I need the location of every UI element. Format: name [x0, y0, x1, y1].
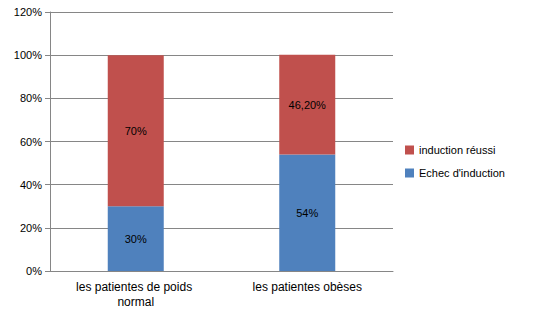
svg-text:les patientes obèses: les patientes obèses [253, 280, 362, 294]
svg-text:70%: 70% [125, 125, 147, 137]
svg-text:0%: 0% [26, 265, 42, 277]
svg-text:40%: 40% [20, 179, 42, 191]
svg-text:Echec d'induction: Echec d'induction [419, 167, 505, 179]
svg-text:60%: 60% [20, 136, 42, 148]
svg-text:30%: 30% [125, 233, 147, 245]
svg-text:80%: 80% [20, 92, 42, 104]
svg-text:les patientes de poids: les patientes de poids [76, 280, 195, 294]
svg-text:normal: normal [117, 295, 154, 309]
svg-text:54%: 54% [296, 207, 318, 219]
svg-text:100%: 100% [14, 49, 42, 61]
svg-text:120%: 120% [14, 6, 42, 18]
svg-text:46,20%: 46,20% [289, 99, 327, 111]
svg-text:20%: 20% [20, 222, 42, 234]
svg-text:induction réussi: induction réussi [419, 144, 495, 156]
